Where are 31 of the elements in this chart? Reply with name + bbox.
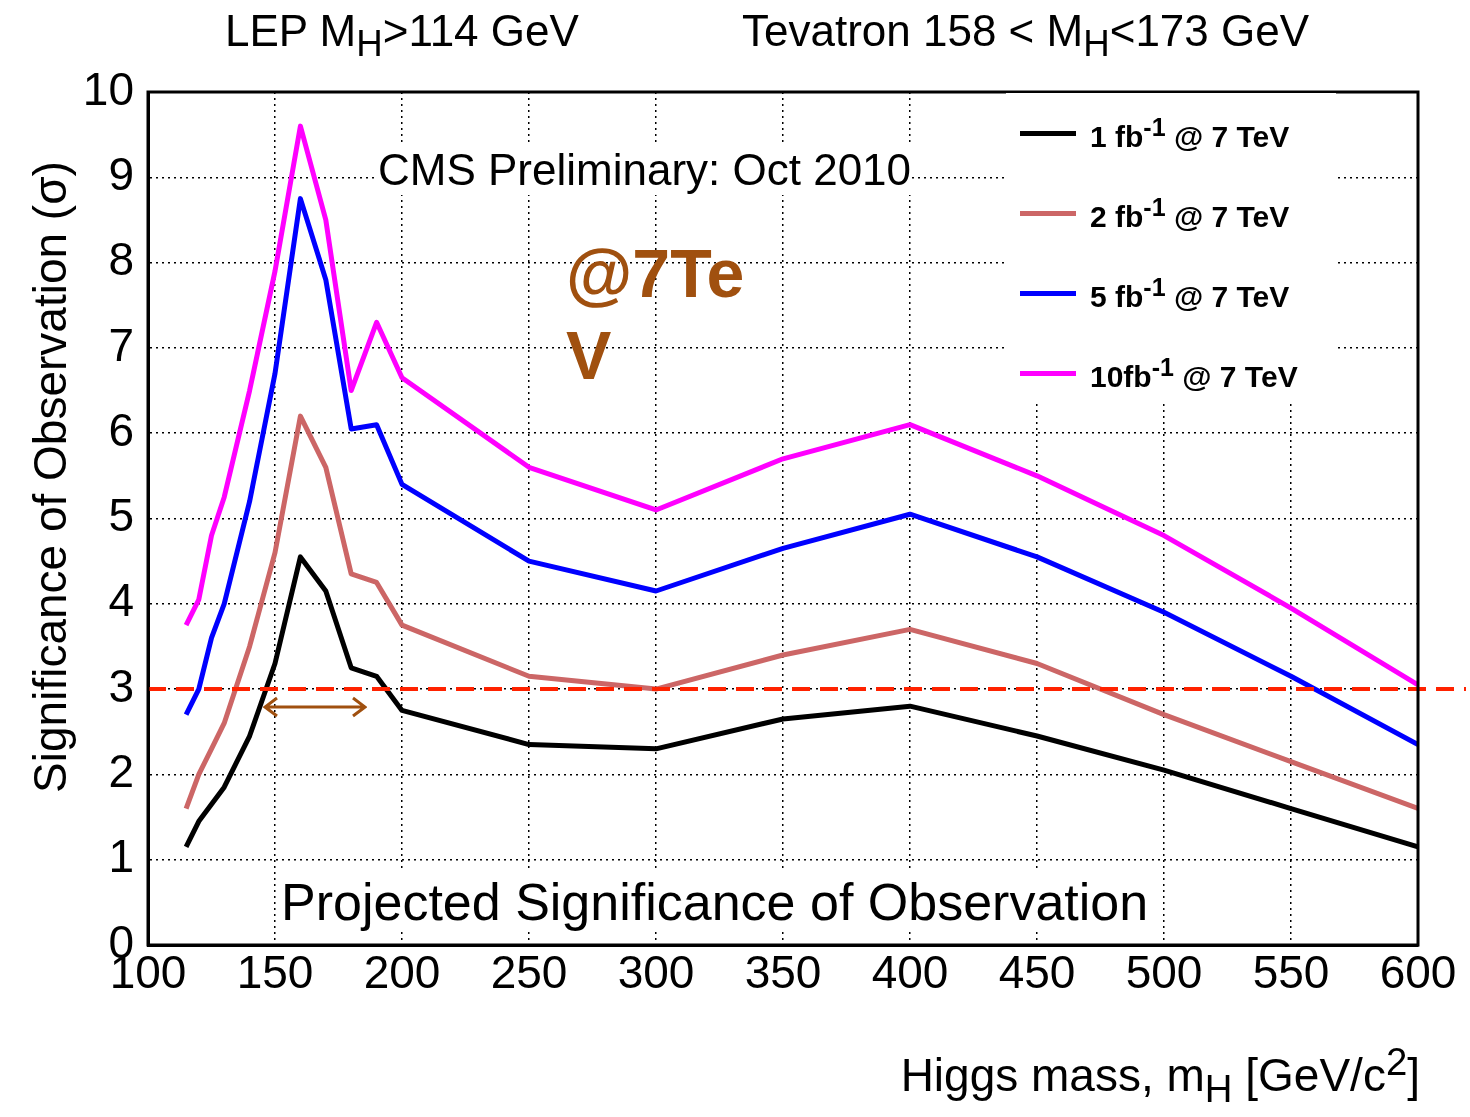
x-tick-label: 200 [363, 946, 441, 999]
y-tick-label: 8 [108, 233, 134, 286]
x-tick-label: 250 [490, 946, 568, 999]
text: Tevatron 158 < M$_{H}$<173 GeV [742, 6, 1310, 65]
x-tick-label: 550 [1252, 946, 1330, 999]
annotation: @7TeV [566, 234, 746, 395]
x-tick-label: 350 [744, 946, 822, 999]
y-tick-label: 5 [108, 489, 134, 542]
x-tick-label: 150 [236, 946, 314, 999]
y-tick-label: 7 [108, 318, 134, 371]
y-tick-label: 3 [108, 659, 134, 712]
y-tick-label: 2 [108, 745, 134, 798]
x-tick-label: 500 [1125, 946, 1203, 999]
y-tick-label: 10 [82, 62, 134, 115]
legend-label: 5 fb$^{-1}$ @ 7 TeV [1090, 273, 1290, 314]
legend-label: 10fb$^{-1}$ @ 7 TeV [1090, 353, 1298, 394]
y-axis-title: Significance of Observation (σ) [23, 160, 77, 795]
annotation: Projected Significance of Observation [281, 872, 1149, 932]
legend-label: 2 fb$^{-1}$ @ 7 TeV [1090, 193, 1290, 234]
x-tick-label: 400 [871, 946, 949, 999]
x-axis-title: Higgs mass, m$_{H}$ [GeV/c$^{2}$] [900, 1040, 1420, 1111]
x-tick-label: 600 [1379, 946, 1457, 999]
legend-label: 1 fb$^{-1}$ @ 7 TeV [1090, 113, 1290, 154]
annotation: CMS Preliminary: Oct 2010 [378, 145, 912, 195]
y-tick-label: 9 [108, 147, 134, 200]
x-tick-label: 300 [617, 946, 695, 999]
x-tick-label: 450 [998, 946, 1076, 999]
y-tick-label: 4 [108, 574, 134, 627]
text: LEP M$_{H}$>114 GeV [225, 6, 579, 65]
y-tick-label: 1 [108, 830, 134, 883]
y-tick-label: 6 [108, 403, 134, 456]
